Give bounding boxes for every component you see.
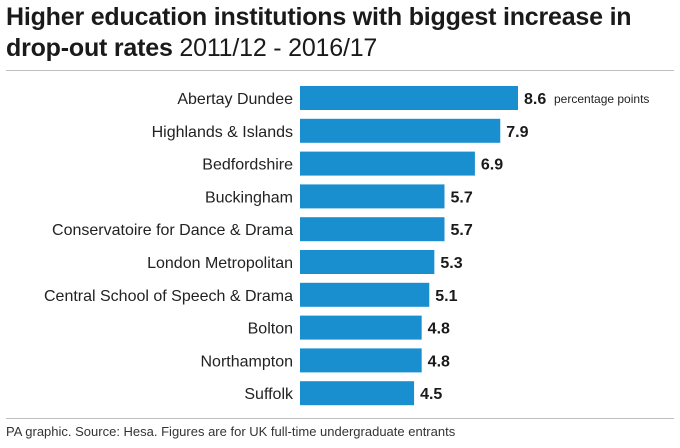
bar [300,184,445,209]
category-label: Highlands & Islands [152,124,293,141]
bar [300,348,422,373]
bar [300,315,422,340]
category-label: Bolton [248,321,293,338]
footer-divider [6,418,674,419]
value-label: 7.9 [506,124,528,141]
value-label: 4.8 [428,353,450,370]
value-label: 5.3 [440,255,462,272]
bar [300,282,430,307]
chart-title-period: 2011/12 - 2016/17 [179,34,378,62]
value-label: 5.1 [435,288,457,305]
value-label: 4.5 [420,386,442,403]
category-label: Suffolk [244,386,294,403]
value-label: 6.9 [481,157,503,174]
chart-title-main: Higher education institutions with bigge… [6,3,632,62]
bar [300,217,445,242]
category-label: Northampton [201,353,294,370]
value-label: 8.6 [524,91,546,108]
category-label: Bedfordshire [202,157,293,174]
bar [300,86,518,110]
unit-label: percentage points [554,92,649,106]
bar [300,118,501,143]
value-label: 5.7 [450,222,472,239]
source-footnote: PA graphic. Source: Hesa. Figures are fo… [6,424,456,439]
category-label: London Metropolitan [147,255,293,272]
chart-title: Higher education institutions with bigge… [6,2,678,64]
bar [300,151,475,176]
bar [300,250,435,274]
value-label: 5.7 [450,189,472,206]
value-label: 4.8 [428,321,450,338]
category-label: Abertay Dundee [177,91,293,108]
category-label: Conservatoire for Dance & Drama [52,222,293,239]
bar [300,381,415,406]
title-divider [6,70,674,71]
category-label: Central School of Speech & Drama [44,288,293,305]
category-label: Buckingham [205,189,293,206]
